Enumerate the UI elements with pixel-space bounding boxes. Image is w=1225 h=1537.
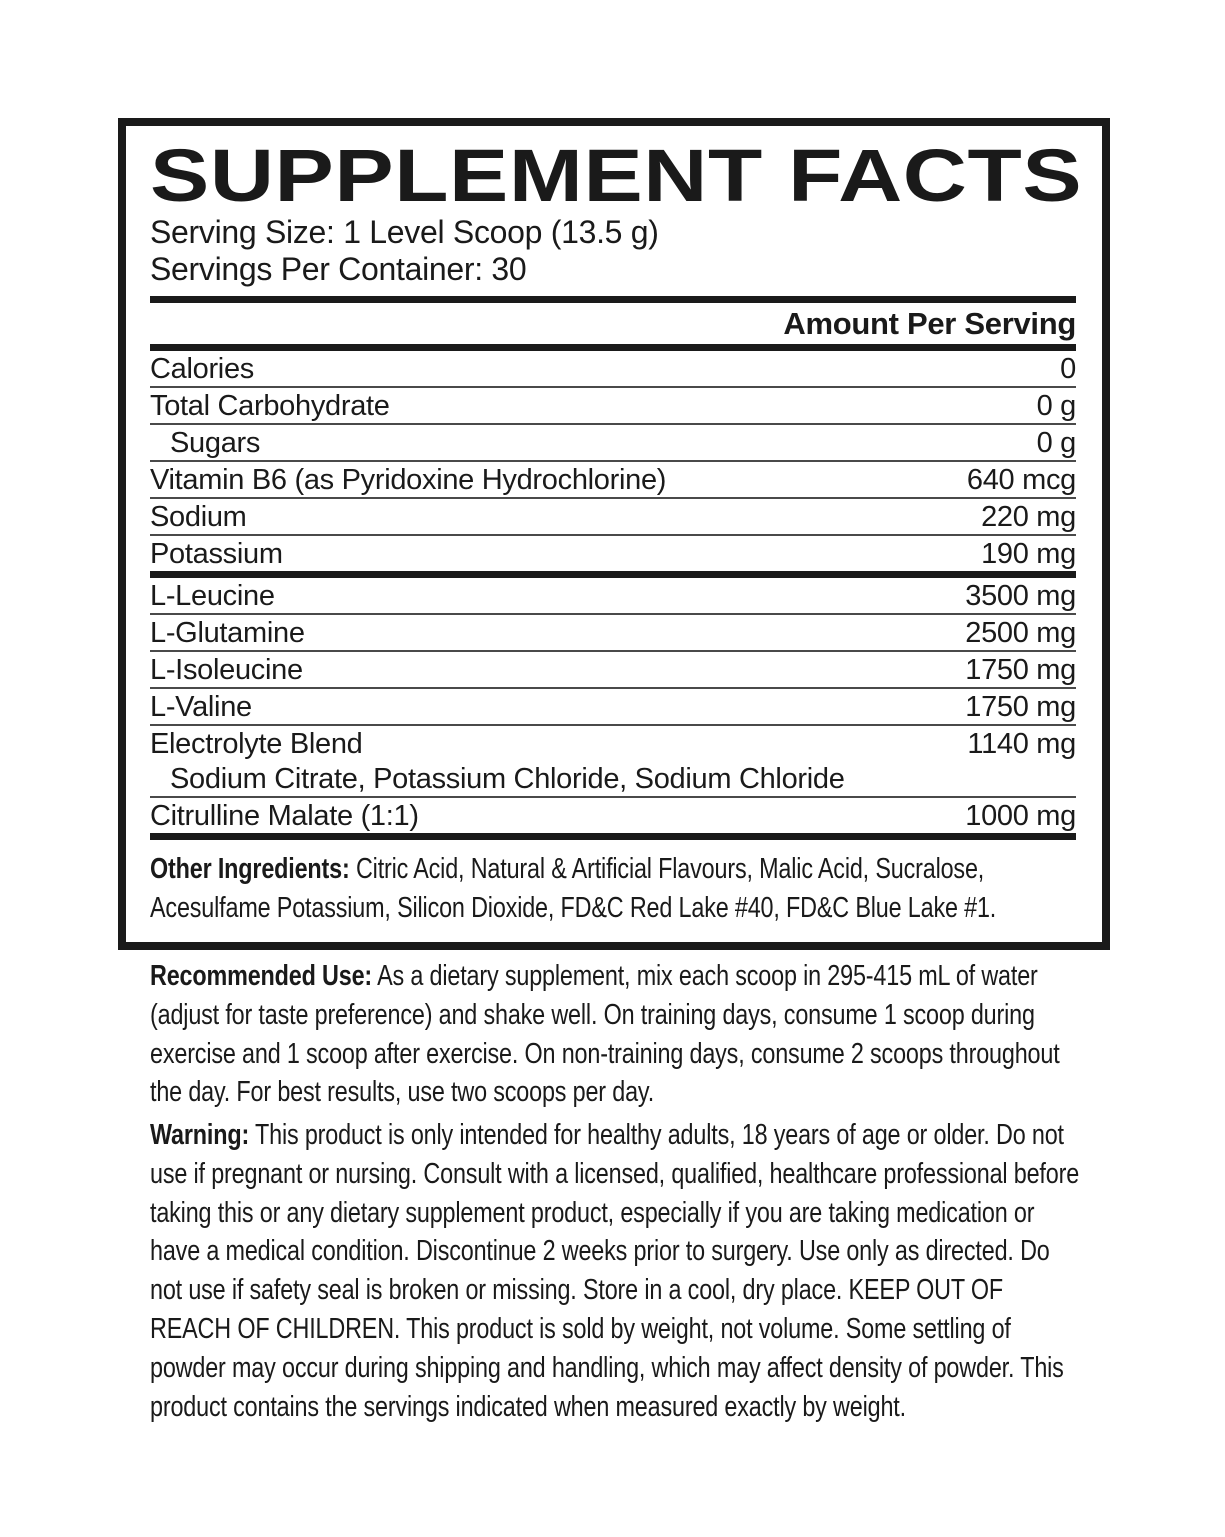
- fact-value: 3500 mg: [965, 580, 1076, 612]
- fact-value: 1000 mg: [965, 800, 1076, 832]
- fact-name: Sugars: [170, 427, 261, 459]
- thick-divider: [150, 296, 1076, 303]
- warning-label: Warning:: [150, 1119, 250, 1151]
- fact-name: Calories: [150, 353, 254, 385]
- other-ingredients: Other Ingredients: Citric Acid, Natural …: [150, 850, 1076, 928]
- fact-value: 640 mcg: [966, 464, 1076, 496]
- fact-name: Vitamin B6 (as Pyridoxine Hydrochlorine): [150, 464, 667, 496]
- amount-per-serving-header: Amount Per Serving: [783, 306, 1076, 341]
- recommended-use-label: Recommended Use:: [150, 960, 373, 992]
- fact-name: Sodium Citrate, Potassium Chloride, Sodi…: [170, 763, 845, 795]
- warning-paragraph: Warning: This product is only intended f…: [150, 1116, 1085, 1426]
- fact-value: 0: [1060, 353, 1076, 385]
- fact-value: 2500 mg: [965, 617, 1076, 649]
- thick-divider: [150, 344, 1076, 351]
- fact-value: 1750 mg: [965, 654, 1076, 686]
- thick-divider: [150, 571, 1076, 578]
- fact-name: L-Isoleucine: [150, 654, 303, 686]
- thick-divider: [150, 833, 1076, 840]
- fact-row: L-Valine 1750 mg: [150, 689, 1076, 726]
- fact-row: L-Isoleucine 1750 mg: [150, 652, 1076, 689]
- fact-value: 1750 mg: [965, 691, 1076, 723]
- other-ingredients-text: Citric Acid, Natural & Artificial Flavou…: [150, 853, 997, 924]
- fact-name: Potassium: [150, 538, 283, 570]
- fact-row: L-Glutamine 2500 mg: [150, 615, 1076, 652]
- fact-row: Sugars 0 g: [150, 425, 1076, 462]
- serving-size-line: Serving Size: 1 Level Scoop (13.5 g): [150, 214, 659, 250]
- recommended-use-text: As a dietary supplement, mix each scoop …: [150, 960, 1060, 1109]
- serving-info: Serving Size: 1 Level Scoop (13.5 g) Ser…: [150, 214, 1076, 288]
- other-ingredients-label: Other Ingredients:: [150, 853, 350, 885]
- supplement-facts-panel: SUPPLEMENT FACTS Serving Size: 1 Level S…: [118, 118, 1110, 950]
- fact-row: Electrolyte Blend 1140 mg: [150, 726, 1076, 761]
- fact-name: Electrolyte Blend: [150, 728, 363, 760]
- fact-name: L-Valine: [150, 691, 252, 723]
- recommended-use-paragraph: Recommended Use: As a dietary supplement…: [150, 957, 1085, 1112]
- warning-text: This product is only intended for health…: [150, 1119, 1080, 1423]
- fact-name: L-Leucine: [150, 580, 275, 612]
- fact-name: L-Glutamine: [150, 617, 305, 649]
- fact-row: L-Leucine 3500 mg: [150, 578, 1076, 615]
- fact-name: Total Carbohydrate: [150, 390, 390, 422]
- fact-row: Sodium Citrate, Potassium Chloride, Sodi…: [150, 761, 1076, 798]
- fact-row: Vitamin B6 (as Pyridoxine Hydrochlorine)…: [150, 462, 1076, 499]
- panel-title: SUPPLEMENT FACTS: [150, 134, 1083, 217]
- fact-name: Citrulline Malate (1:1): [150, 800, 419, 832]
- fact-row: Citrulline Malate (1:1) 1000 mg: [150, 798, 1076, 833]
- fact-value: 0 g: [1036, 427, 1077, 459]
- fact-value: 220 mg: [981, 501, 1076, 533]
- fact-value: 190 mg: [981, 538, 1076, 570]
- fact-row: Total Carbohydrate 0 g: [150, 388, 1076, 425]
- fact-value: 1140 mg: [967, 728, 1076, 760]
- fact-name: Sodium: [150, 501, 247, 533]
- fact-row: Calories 0: [150, 351, 1076, 388]
- fact-value: 0 g: [1036, 390, 1077, 422]
- servings-per-container-line: Servings Per Container: 30: [150, 251, 527, 287]
- fact-row: Sodium 220 mg: [150, 499, 1076, 536]
- fact-row: Potassium 190 mg: [150, 536, 1076, 571]
